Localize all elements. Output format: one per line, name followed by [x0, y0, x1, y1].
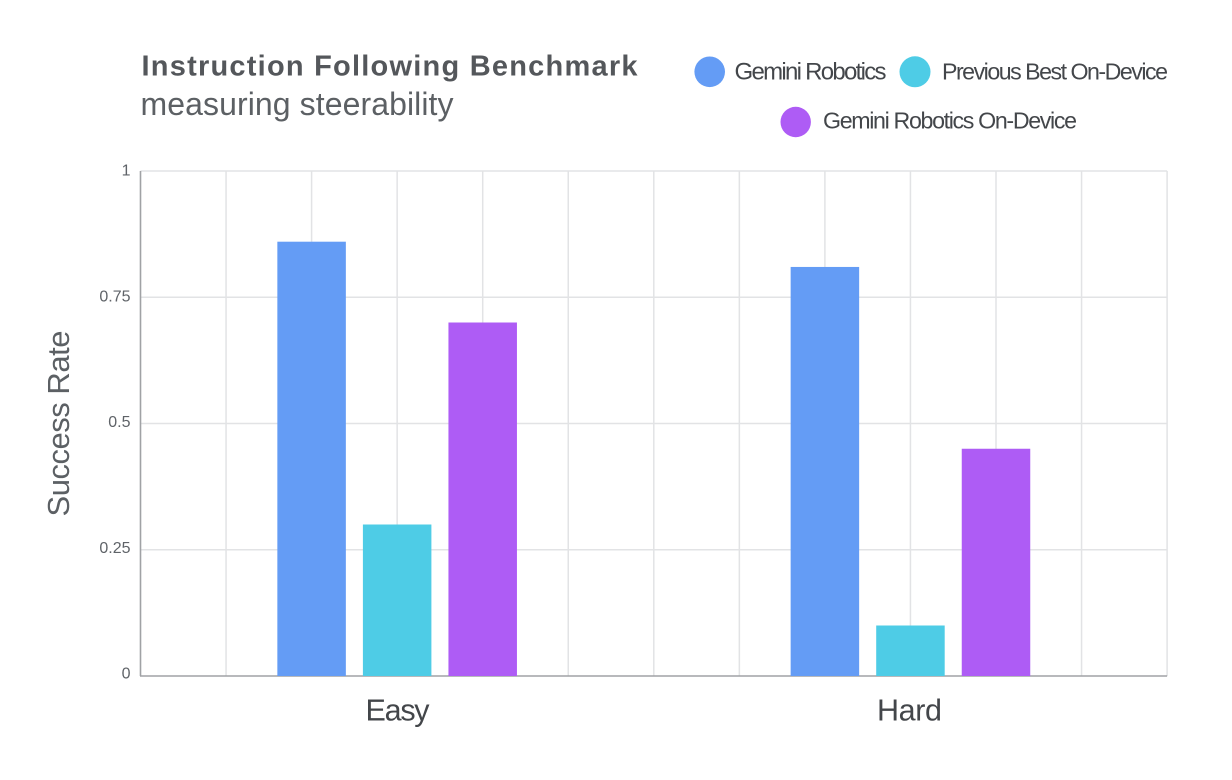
- svg-text:Hard: Hard: [877, 693, 942, 727]
- svg-text:Previous Best On-Device: Previous Best On-Device: [942, 59, 1168, 85]
- svg-text:0.75: 0.75: [99, 288, 130, 305]
- svg-text:Success Rate: Success Rate: [41, 331, 76, 517]
- svg-text:0: 0: [122, 666, 131, 683]
- svg-text:Gemini Robotics: Gemini Robotics: [735, 59, 887, 86]
- svg-text:Gemini Robotics On-Device: Gemini Robotics On-Device: [823, 108, 1077, 134]
- svg-text:0.5: 0.5: [108, 414, 130, 431]
- svg-text:Instruction Following Benchmar: Instruction Following Benchmark: [142, 51, 639, 83]
- svg-text:measuring steerability: measuring steerability: [141, 86, 454, 122]
- svg-text:0.25: 0.25: [99, 540, 130, 557]
- svg-text:1: 1: [122, 163, 131, 180]
- svg-text:Easy: Easy: [366, 693, 431, 727]
